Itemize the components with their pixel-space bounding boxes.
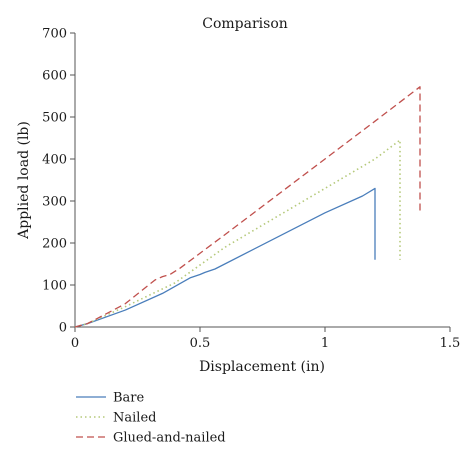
y-tick-label: 500 bbox=[42, 111, 67, 126]
y-tick-label: 700 bbox=[42, 27, 67, 42]
legend-label-0: Bare bbox=[113, 391, 145, 406]
series-lines bbox=[74, 86, 421, 328]
x-ticks: 0 0.5 1 1.5 bbox=[71, 327, 460, 351]
x-tick-label: 1 bbox=[321, 336, 329, 351]
y-tick-label: 600 bbox=[42, 69, 67, 84]
series-line-2 bbox=[74, 86, 421, 328]
y-tick-label: 0 bbox=[59, 321, 67, 336]
y-ticks: 0 100 200 300 400 500 600 700 bbox=[42, 27, 75, 336]
y-tick-label: 300 bbox=[42, 195, 67, 210]
legend: Bare Nailed Glued-and-nailed bbox=[76, 391, 226, 446]
y-tick-label: 400 bbox=[42, 153, 67, 168]
x-tick-label: 1.5 bbox=[440, 336, 461, 351]
plot-area: 0 100 200 300 400 500 600 700 0 0.5 1 1.5 bbox=[42, 27, 460, 352]
chart-title: Comparison bbox=[202, 16, 288, 32]
x-tick-label: 0 bbox=[71, 336, 79, 351]
series-line-1 bbox=[74, 139, 401, 328]
legend-label-1: Nailed bbox=[113, 411, 156, 426]
y-axis-title: Applied load (lb) bbox=[16, 121, 32, 240]
y-tick-label: 100 bbox=[42, 279, 67, 294]
x-tick-label: 0.5 bbox=[190, 336, 211, 351]
x-axis-title: Displacement (in) bbox=[199, 359, 325, 375]
series-line-0 bbox=[74, 187, 376, 328]
y-tick-label: 200 bbox=[42, 237, 67, 252]
legend-label-2: Glued-and-nailed bbox=[113, 431, 226, 446]
